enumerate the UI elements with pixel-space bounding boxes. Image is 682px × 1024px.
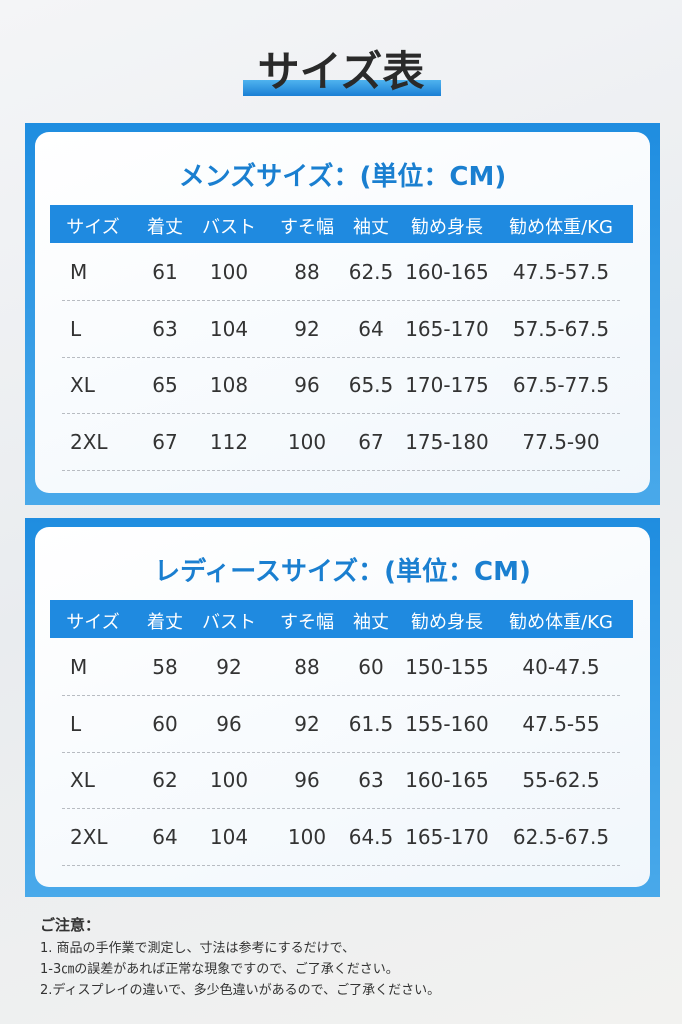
table-cell: 63: [152, 316, 178, 341]
panel: [35, 527, 650, 887]
header-cell: 勧め体重/KG: [509, 217, 613, 238]
table-cell: 55-62.5: [522, 768, 600, 792]
table-title: メンズサイズ：(単位：CM): [178, 162, 507, 192]
panel: [35, 132, 650, 493]
header-bar: [50, 600, 633, 638]
table-cell: M: [70, 655, 88, 679]
table-cell: 165-170: [405, 824, 489, 849]
table-cell: 62: [152, 768, 178, 792]
table-cell: 77.5-90: [522, 429, 600, 454]
row-divider: [62, 469, 620, 471]
table-cell: 47.5-55: [522, 711, 600, 736]
table-cell: L: [70, 316, 82, 341]
header-cell: 勧め身長: [411, 612, 483, 633]
table-cell: 88: [294, 655, 320, 679]
table-cell: 62.5-67.5: [512, 824, 610, 849]
table-cell: 40-47.5: [522, 655, 600, 679]
title-underline: [243, 80, 441, 96]
table-cell: 2XL: [70, 429, 108, 454]
table-cell: XL: [70, 768, 95, 792]
table-cell: 100: [287, 824, 327, 849]
header-cell: バスト: [202, 217, 256, 238]
header-cell: 着丈: [147, 217, 183, 238]
table-cell: 64: [358, 316, 384, 341]
table-cell: L: [70, 711, 82, 736]
table-cell: 64.5: [348, 824, 394, 849]
table-cell: 92: [294, 316, 320, 341]
table-cell: 67.5-77.5: [512, 373, 610, 397]
table-cell: 65: [152, 373, 178, 397]
page-title: サイズ表: [257, 47, 425, 96]
table-cell: 150-155: [405, 655, 489, 679]
row-divider: [62, 864, 620, 866]
table-cell: 100: [209, 260, 249, 284]
header-cell: すそ幅: [280, 217, 334, 238]
header-cell: 勧め体重/KG: [509, 612, 613, 633]
table-cell: 92: [216, 655, 242, 679]
row-divider: [62, 751, 620, 753]
header-cell: バスト: [202, 612, 256, 633]
header-bar: [50, 205, 633, 243]
row-divider: [62, 695, 620, 696]
table-cell: 67: [152, 429, 178, 454]
header-cell: すそ幅: [280, 612, 334, 633]
table-cell: 64: [152, 824, 178, 849]
note-line: 1-3㎝の誤差があれば正常な現象ですので、ご了承ください。: [40, 962, 399, 977]
table-cell: 160-165: [405, 768, 489, 792]
table-cell: 60: [358, 655, 384, 679]
table-cell: 63: [358, 768, 384, 792]
notes-title: ご注意：: [40, 916, 101, 934]
row-divider: [62, 808, 620, 809]
table-cell: 65.5: [348, 373, 394, 397]
table-cell: 104: [209, 824, 249, 849]
table-cell: 61.5: [348, 711, 394, 736]
header-cell: 着丈: [147, 612, 183, 633]
header-cell: 勧め身長: [411, 217, 483, 238]
table-cell: 175-180: [405, 429, 489, 454]
table-cell: 155-160: [405, 711, 489, 736]
table-cell: 160-165: [405, 260, 489, 284]
table-cell: 104: [209, 316, 249, 341]
header-cell: 袖丈: [353, 612, 389, 633]
table-cell: 47.5-57.5: [512, 260, 610, 284]
table-cell: 96: [294, 373, 320, 397]
table-cell: 58: [152, 655, 178, 679]
table-cell: 96: [294, 768, 320, 792]
table-cell: 96: [216, 711, 242, 736]
table-cell: 170-175: [405, 373, 489, 397]
header-cell: サイズ: [66, 217, 120, 238]
row-divider: [62, 300, 620, 301]
table-cell: 62.5: [348, 260, 394, 284]
row-divider: [62, 356, 620, 358]
table-cell: 112: [209, 429, 249, 454]
note-line: 2.ディスプレイの違いで、多少色違いがあるので、ご了承ください。: [40, 983, 441, 998]
table-cell: 100: [287, 429, 327, 454]
table-cell: 100: [209, 768, 249, 792]
table-cell: 2XL: [70, 824, 108, 849]
table-title: レディースサイズ：(単位：CM): [154, 557, 531, 587]
table-cell: 57.5-67.5: [512, 316, 610, 341]
table-cell: 67: [358, 429, 384, 454]
header-cell: サイズ: [66, 612, 120, 633]
table-cell: 88: [294, 260, 320, 284]
row-divider: [62, 413, 620, 414]
table-cell: 108: [209, 373, 249, 397]
table-cell: 61: [152, 260, 178, 284]
header-cell: 袖丈: [353, 217, 389, 238]
table-cell: XL: [70, 373, 95, 397]
table-cell: 92: [294, 711, 320, 736]
table-cell: M: [70, 260, 88, 284]
table-cell: 165-170: [405, 316, 489, 341]
table-cell: 60: [152, 711, 178, 736]
note-line: 1. 商品の手作業で測定し、寸法は参考にするだけで、: [40, 941, 356, 956]
